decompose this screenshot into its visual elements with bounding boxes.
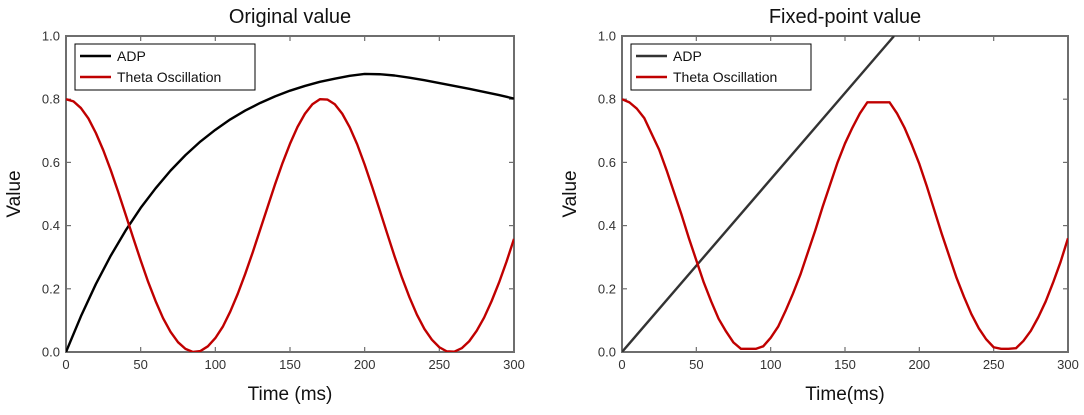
series-line-adp xyxy=(66,72,514,352)
chart-title: Original value xyxy=(229,6,351,28)
y-tick-label: 1.0 xyxy=(42,29,60,44)
y-tick-label: 0.6 xyxy=(598,155,616,170)
series-line-theta-oscillation xyxy=(622,98,1068,351)
x-tick-label: 200 xyxy=(354,357,376,372)
y-tick-label: 0.8 xyxy=(42,92,60,107)
x-tick-label: 0 xyxy=(618,357,625,372)
y-axis-label: Value xyxy=(560,170,581,217)
chart-title: Fixed-point value xyxy=(769,6,921,28)
x-axis-label: Time (ms) xyxy=(248,384,333,405)
x-tick-label: 100 xyxy=(204,357,226,372)
y-tick-label: 0.6 xyxy=(42,155,60,170)
series-line-theta-oscillation xyxy=(66,97,514,352)
chart-panel-1: Original value 0 50 100 150 200 250 300 0.0 0.2 0.… xyxy=(4,6,525,405)
x-tick-label: 0 xyxy=(62,357,69,372)
x-tick-label: 100 xyxy=(760,357,782,372)
legend-box xyxy=(74,43,256,91)
legend-entry: ADP xyxy=(117,48,146,64)
y-tick-label: 0.4 xyxy=(42,218,60,233)
y-tick-label: 0.8 xyxy=(598,92,616,107)
series-line-adp xyxy=(622,36,895,352)
x-tick-label: 200 xyxy=(908,357,930,372)
y-tick-label: 0.2 xyxy=(598,281,616,296)
y-tick-label: 0.2 xyxy=(42,281,60,296)
x-axis-label: Time(ms) xyxy=(805,384,885,405)
legend-entry: ADP xyxy=(673,48,702,64)
y-tick-label: 1.0 xyxy=(598,29,616,44)
x-tick-label: 50 xyxy=(689,357,703,372)
legend: ADP Theta Oscillation xyxy=(74,43,256,91)
x-tick-label: 300 xyxy=(503,357,525,372)
y-tick-label: 0.0 xyxy=(42,345,60,360)
y-axis-label: Value xyxy=(4,170,25,217)
y-tick-label: 0.4 xyxy=(598,218,616,233)
x-tick-label: 150 xyxy=(834,357,856,372)
x-tick-label: 250 xyxy=(428,357,450,372)
chart-panel-2: Fixed-point value 0 50 100 150 200 250 300 0.0 0.… xyxy=(560,6,1079,405)
x-tick-label: 150 xyxy=(279,357,301,372)
legend-box xyxy=(630,43,812,91)
x-tick-label: 300 xyxy=(1057,357,1079,372)
legend-entry: Theta Oscillation xyxy=(117,69,221,85)
x-tick-label: 50 xyxy=(133,357,147,372)
legend: ADP Theta Oscillation xyxy=(630,43,812,91)
y-tick-label: 0.0 xyxy=(598,345,616,360)
x-tick-label: 250 xyxy=(983,357,1005,372)
legend-entry: Theta Oscillation xyxy=(673,69,777,85)
